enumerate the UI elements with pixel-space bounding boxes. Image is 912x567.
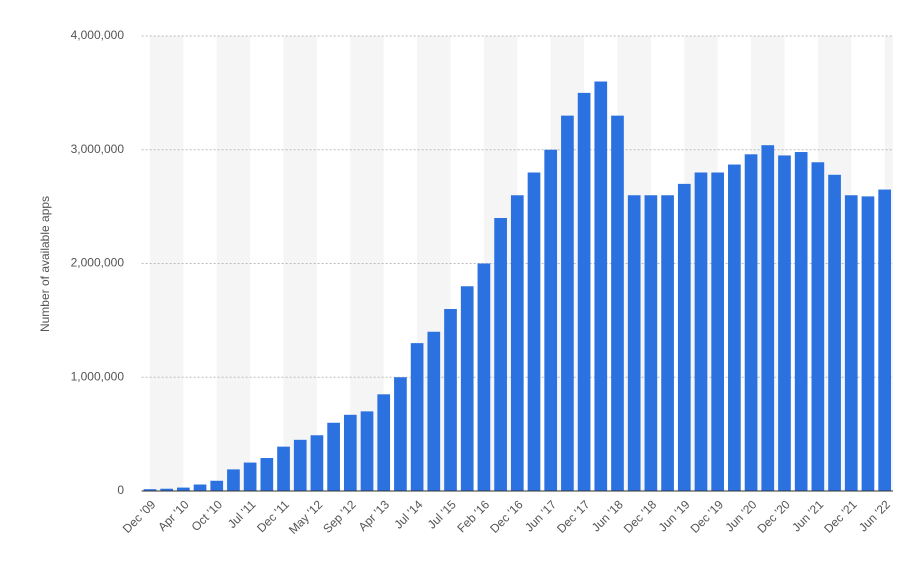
bar [661, 195, 674, 491]
bar [227, 469, 240, 491]
x-tick-label: Apr '10 [155, 497, 192, 534]
bar [193, 484, 207, 491]
band [283, 36, 317, 491]
bar [360, 411, 374, 491]
bar [794, 152, 808, 491]
bar [811, 162, 825, 491]
bar [293, 439, 307, 491]
bar [410, 343, 424, 491]
x-tick-label: Jun '22 [856, 497, 893, 534]
bar [143, 489, 157, 491]
bar [277, 446, 290, 491]
bar [477, 263, 491, 491]
bar [444, 309, 457, 491]
bar [744, 154, 758, 492]
bar [494, 218, 507, 491]
x-tick-label: Jun '21 [789, 497, 826, 534]
x-tick-label: Oct '10 [189, 497, 226, 534]
bar [510, 195, 524, 491]
bar [761, 145, 775, 491]
x-tick-label: Dec '17 [554, 497, 593, 536]
bar [644, 195, 658, 491]
bar [394, 377, 407, 491]
bar [427, 331, 441, 491]
bar [260, 458, 274, 491]
bar [210, 480, 224, 491]
x-tick-label: Jun '19 [656, 497, 693, 534]
x-tick-label: Dec '16 [487, 497, 526, 536]
y-tick-label: 0 [117, 483, 124, 497]
y-tick-label: 4,000,000 [71, 28, 125, 42]
bar [310, 435, 324, 491]
y-tick-label: 3,000,000 [71, 142, 125, 156]
bar [176, 487, 190, 491]
bar [694, 172, 708, 491]
bar [844, 195, 858, 491]
x-tick-label: Jun '17 [522, 497, 559, 534]
bar [611, 115, 624, 491]
bar [861, 196, 875, 491]
bar [878, 189, 891, 491]
y-tick-label: 2,000,000 [71, 256, 125, 270]
y-axis-label: Number of available apps [38, 196, 52, 332]
bar [377, 394, 391, 491]
x-tick-label: Feb '16 [454, 497, 492, 535]
x-tick-label: Dec '19 [688, 497, 727, 536]
bar [577, 92, 591, 491]
bar [460, 286, 474, 491]
x-tick-label: May '12 [286, 497, 326, 537]
y-tick-label: 1,000,000 [71, 369, 125, 383]
x-tick-label: Dec '18 [621, 497, 660, 536]
bar [711, 172, 725, 491]
x-tick-label: Jun '18 [589, 497, 626, 534]
bar [544, 149, 558, 491]
x-tick-label: Dec '20 [754, 497, 793, 536]
bar [327, 422, 340, 491]
bar [627, 195, 641, 491]
x-tick-label: Dec '11 [254, 497, 292, 535]
bar [677, 183, 691, 491]
bar [561, 115, 574, 491]
bar [728, 164, 741, 491]
x-tick-label: Jul '14 [391, 497, 425, 531]
x-tick-label: Sep '12 [320, 497, 359, 536]
bar [343, 414, 357, 491]
x-tick-label: Jun '20 [722, 497, 759, 534]
bar [527, 172, 541, 491]
x-tick-label: Dec '21 [821, 497, 860, 536]
x-tick-label: Dec '09 [120, 497, 159, 536]
bar [594, 81, 608, 491]
bar [160, 488, 173, 491]
x-tick-label: Apr '13 [356, 497, 393, 534]
bar [828, 174, 841, 491]
bar [778, 155, 791, 491]
bar [243, 462, 257, 491]
